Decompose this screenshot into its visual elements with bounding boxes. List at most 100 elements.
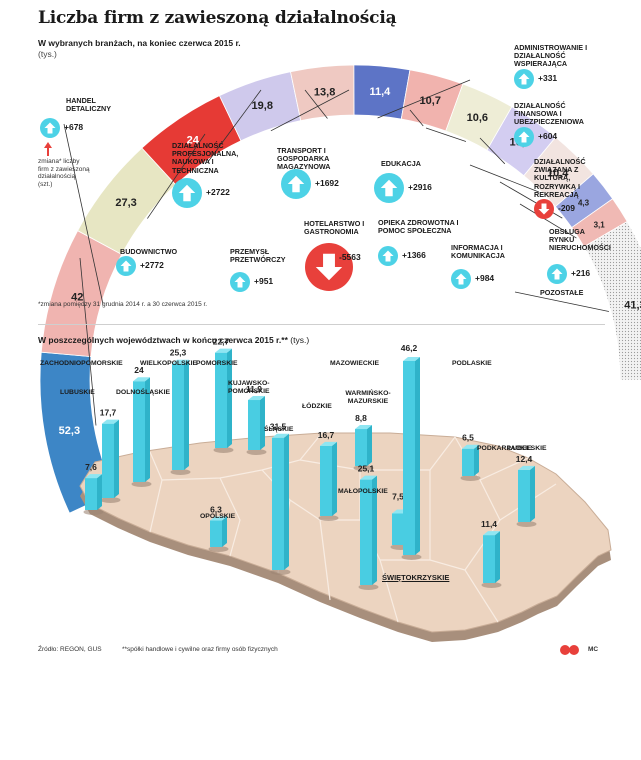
section2-subtitle-text: W poszczególnych województwach w końcu c…: [38, 335, 288, 345]
bar-side-podlaskie: [474, 444, 479, 476]
map-value-mazowieckie: 46,2: [401, 343, 418, 353]
bar-side-warminsko-mazurskie: [367, 425, 372, 466]
leader-handel-detaliczny: [63, 123, 104, 305]
bar-zachodniopomorskie: [102, 423, 114, 498]
map-label-pomorskie: POMORSKIE: [196, 360, 238, 367]
section2-subtitle: W poszczególnych województwach w końcu c…: [38, 335, 309, 345]
arrow-glyph-budownictwo: [120, 260, 132, 272]
change-przemysl-przetworczy: +951: [254, 276, 274, 286]
map-label-podlaskie: PODLASKIE: [452, 360, 492, 367]
change-dzialalnosc-finansowa-i-ubezpieczeniowa: +604: [538, 131, 558, 141]
legend-arrow-icon: [44, 142, 52, 156]
author-credit: MC: [588, 646, 599, 653]
arrow-glyph-handel-detaliczny: [44, 122, 56, 134]
map-label-lubelskie: LUBELSKIE: [508, 445, 547, 452]
arrow-glyph-informacja-i-komunikacja: [455, 273, 467, 285]
arrow-glyph-dzialalnosc-finansowa-i-ubezpieczeniowa: [518, 131, 530, 143]
bar-warminsko-mazurskie: [355, 429, 367, 466]
bar-podkarpackie: [483, 535, 495, 583]
arc-value-pozostale: 41,3: [624, 299, 641, 311]
arc-value-dzialalnosc-zwiazana-z-kultura-rozrywka-i-rekreacja: 4,3: [578, 198, 590, 207]
arrow-glyph-opieka-zdrowotna-i-pomoc-spoleczna: [382, 250, 394, 262]
leader-dzialalnosc-profesjonalna-naukowa-i-techniczna: [147, 133, 206, 219]
bar-top-lodzkie: [320, 441, 337, 446]
leader-obsluga-rynku-nieruchomosci: [519, 203, 577, 239]
bar-side-slaskie: [284, 433, 289, 570]
map-label-warminsko-mazurskie: WARMIŃSKO-MAZURSKIE: [345, 390, 391, 406]
map-label-zachodniopomorskie: ZACHODNIOPOMORSKIE: [40, 360, 123, 367]
bar-side-kujawsko-pomorskie: [260, 396, 265, 450]
arrow-glyph-administrowanie-i-dzialalnosc-wspierajaca: [518, 73, 530, 85]
bar-side-lubuskie: [97, 474, 102, 510]
arc-value-budownictwo: 52,3: [59, 425, 80, 437]
leader-edukacja: [409, 109, 424, 127]
section1-subtitle: W wybranych branżach, na koniec czerwca …: [38, 38, 241, 48]
arc-value-informacja-i-komunikacja: 10,4: [547, 168, 569, 180]
label-przemysl-przetworczy: PRZEMYSŁ PRZETWÓRCZY: [230, 247, 286, 265]
leader-opieka-zdrowotna-i-pomoc-spoleczna: [425, 127, 467, 142]
source-note: Źródło: REGON, GUS: [38, 646, 102, 653]
label-transport-i-gospodarka-magazynowa: TRANSPORT I GOSPODARKA MAGAZYNOWA: [277, 146, 331, 172]
map-label-podkarpackie: PODKARPACKIE: [477, 445, 532, 452]
change-handel-detaliczny: +678: [64, 122, 84, 132]
label-administrowanie-i-dzialalnosc-wspierajaca: ADMINISTROWANIE I DZIAŁALNOŚĆ WSPIERAJĄC…: [514, 43, 588, 69]
arc-value-edukacja: 10,7: [420, 95, 441, 107]
map-label-slaskie: ŚLĄSKIE: [264, 426, 294, 433]
bar-side-dolnoslaskie: [145, 377, 150, 482]
bar-shadow-pomorskie: [213, 447, 234, 453]
arrow-glyph-transport-i-gospodarka-magazynowa: [287, 175, 305, 193]
bar-top-kujawsko-pomorskie: [248, 396, 265, 401]
arrow-glyph-obsluga-rynku-nieruchomosci: [551, 268, 563, 280]
leader-budownictwo: [79, 257, 97, 426]
bar-top-malopolskie: [360, 475, 377, 480]
map-value-swietokrzyskie: 7,5: [392, 492, 404, 502]
change-edukacja: +2916: [408, 182, 432, 192]
bar-side-lubelskie: [530, 465, 535, 522]
change-hotelarstwo-i-gastronomia: -5563: [339, 252, 361, 262]
arrow-glyph-edukacja: [380, 179, 398, 197]
map-value-dolnoslaskie: 24: [134, 365, 144, 375]
map-value-slaskie: 31,5: [270, 422, 287, 432]
bar-top-pomorskie: [215, 348, 232, 353]
bar-pomorskie: [215, 352, 227, 448]
footnote-2: **spółki handlowe i cywilne oraz firmy o…: [122, 646, 278, 653]
logo-dot-1: [560, 645, 570, 655]
map-label-mazowieckie: MAZOWIECKIE: [330, 360, 380, 367]
bar-side-podkarpackie: [495, 531, 500, 583]
bar-top-warminsko-mazurskie: [355, 425, 372, 430]
arc-value-hotelarstwo-i-gastronomia: 19,8: [252, 100, 273, 112]
leader-dzialalnosc-finansowa-i-ubezpieczeniowa: [479, 137, 506, 165]
arc-value-handel-detaliczny: 42: [71, 292, 83, 304]
map-value-wielkopolskie: 25,3: [170, 348, 187, 358]
map-label-opolskie: OPOLSKIE: [200, 513, 236, 520]
arrow-glyph-dzialalnosc-zwiazana-z-kultura-rozrywka-i-rekreacja: [538, 203, 550, 215]
leader-administrowanie-i-dzialalnosc-wspierajaca: [377, 79, 471, 119]
label-dzialalnosc-profesjonalna-naukowa-i-techniczna: DZIAŁALNOŚĆ PROFESJONALNA, NAUKOWA I TEC…: [172, 141, 239, 175]
bar-top-opolskie: [210, 516, 227, 521]
bar-shadow-lubuskie: [83, 509, 104, 515]
change-opieka-zdrowotna-i-pomoc-spoleczna: +1366: [402, 250, 426, 260]
bar-side-malopolskie: [372, 475, 377, 585]
arrow-glyph-dzialalnosc-profesjonalna-naukowa-i-techniczna: [178, 184, 196, 202]
arrow-glyph-przemysl-przetworczy: [234, 276, 246, 288]
bar-swietokrzyskie: [392, 513, 404, 545]
bar-top-podlaskie: [462, 444, 479, 449]
map-value-kujawsko-pomorskie: 11,9: [246, 384, 262, 394]
label-edukacja: EDUKACJA: [381, 159, 421, 168]
map-value-malopolskie: 25,1: [358, 464, 375, 474]
leader-przemysl-przetworczy: [207, 89, 262, 163]
label-handel-detaliczny: HANDEL DETALICZNY: [66, 96, 111, 114]
map-label-lubuskie: LUBUSKIE: [60, 389, 95, 396]
bar-side-lodzkie: [332, 441, 337, 516]
bar-shadow-lubelskie: [516, 521, 537, 527]
map-label-dolnoslaskie: DOLNOŚLĄSKIE: [116, 389, 171, 396]
bar-shadow-wielkopolskie: [170, 469, 191, 475]
change-legend: zmiana* liczby firm z zawieszoną działal…: [38, 158, 90, 188]
label-obsluga-rynku-nieruchomosci: OBSŁUGA RYNKU NIERUCHOMOŚCI: [549, 227, 611, 253]
section-divider: [38, 324, 605, 325]
arc-value-przemysl-przetworczy: 24: [187, 135, 200, 147]
bar-mazowieckie: [403, 360, 415, 555]
publisher-logo: [560, 643, 582, 661]
arc-value-opieka-zdrowotna-i-pomoc-spoleczna: 10,6: [467, 112, 488, 124]
